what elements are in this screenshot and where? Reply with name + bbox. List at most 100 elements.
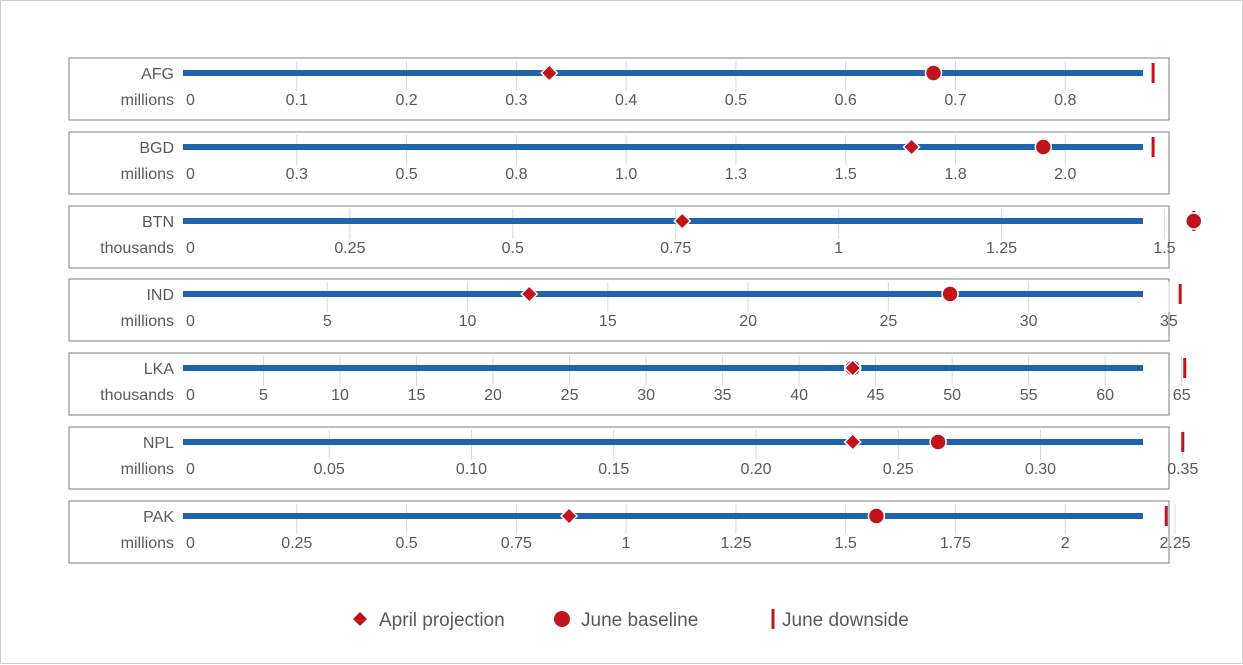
tick-label: 0 bbox=[186, 313, 195, 330]
tick-label: 1.3 bbox=[725, 166, 747, 183]
panel-bgd: 0 0.3 0.5 0.8 1.0 1.3 1.5 1.8 2.0 BGD millions bbox=[69, 132, 1169, 194]
tick-label: 0.05 bbox=[314, 461, 345, 478]
tick-label: 50 bbox=[943, 387, 961, 404]
panel-border bbox=[69, 427, 1169, 489]
june-downside-marker bbox=[1183, 358, 1186, 378]
tick-label: 0.7 bbox=[944, 92, 966, 109]
tick-label: 0.25 bbox=[281, 535, 312, 552]
legend-label: June downside bbox=[782, 610, 909, 631]
april-projection-marker bbox=[561, 508, 577, 524]
legend-label: April projection bbox=[379, 610, 505, 631]
panel-border bbox=[69, 132, 1169, 194]
tick-label: 30 bbox=[637, 387, 655, 404]
tick-label: 0.8 bbox=[1054, 92, 1076, 109]
tick-label: 35 bbox=[714, 387, 732, 404]
tick-label: 10 bbox=[331, 387, 349, 404]
tick-label: 1.5 bbox=[1153, 240, 1175, 257]
unit-label: thousands bbox=[100, 240, 174, 257]
tick-label: 0 bbox=[186, 461, 195, 478]
legend: April projection June baseline June downsi… bbox=[353, 609, 909, 631]
tick-label: 1.75 bbox=[940, 535, 971, 552]
tick-label: 0.30 bbox=[1025, 461, 1056, 478]
country-label: NPL bbox=[143, 435, 174, 452]
june-baseline-marker bbox=[942, 286, 958, 302]
tick-label: 40 bbox=[790, 387, 808, 404]
tick-label: 1.0 bbox=[615, 166, 637, 183]
tick-label: 10 bbox=[459, 313, 477, 330]
tick-label: 0.5 bbox=[725, 92, 747, 109]
panel-pak: 0 0.25 0.5 0.75 1 1.25 1.5 1.75 2 2.25 PAK millions bbox=[69, 501, 1191, 563]
panel-lka: 0 5 10 15 20 25 30 35 40 45 50 55 60 65 LKA thousands bbox=[69, 353, 1191, 415]
tick-label: 0.2 bbox=[395, 92, 417, 109]
tick-label: 25 bbox=[561, 387, 579, 404]
unit-label: millions bbox=[121, 535, 174, 552]
country-label: IND bbox=[146, 287, 174, 304]
tick-label: 5 bbox=[259, 387, 268, 404]
panel-border bbox=[69, 58, 1169, 120]
unit-label: millions bbox=[121, 92, 174, 109]
tick-label: 1 bbox=[622, 535, 631, 552]
panel-ind: 0 5 10 15 20 25 30 35 IND millions bbox=[69, 279, 1182, 341]
tick-label: 0.4 bbox=[615, 92, 637, 109]
tick-label: 2.25 bbox=[1159, 535, 1190, 552]
tick-label: 1.25 bbox=[720, 535, 751, 552]
tick-label: 0 bbox=[186, 166, 195, 183]
unit-label: thousands bbox=[100, 387, 174, 404]
tick-label: 0.35 bbox=[1167, 461, 1198, 478]
tick-label: 1.5 bbox=[835, 166, 857, 183]
tick-label: 1.5 bbox=[835, 535, 857, 552]
country-label: BTN bbox=[142, 214, 174, 231]
tick-label: 65 bbox=[1173, 387, 1191, 404]
tick-label: 60 bbox=[1096, 387, 1114, 404]
tick-label: 0.3 bbox=[286, 166, 308, 183]
panel-border bbox=[69, 279, 1169, 341]
tick-label: 20 bbox=[739, 313, 757, 330]
legend-label: June baseline bbox=[581, 610, 698, 631]
tick-label: 0.6 bbox=[835, 92, 857, 109]
panel-npl: 0 0.05 0.10 0.15 0.20 0.25 0.30 0.35 NPL millions bbox=[69, 427, 1198, 489]
tick-label: 15 bbox=[599, 313, 617, 330]
april-projection-marker bbox=[845, 434, 861, 450]
tick-label: 0.20 bbox=[740, 461, 771, 478]
tick-label: 0.5 bbox=[395, 535, 417, 552]
country-label: AFG bbox=[141, 66, 174, 83]
tick-label: 0.15 bbox=[598, 461, 629, 478]
tick-label: 2.0 bbox=[1054, 166, 1076, 183]
tick-label: 0.10 bbox=[456, 461, 487, 478]
june-baseline-marker bbox=[1186, 213, 1202, 229]
panel-border bbox=[69, 353, 1169, 415]
country-label: PAK bbox=[143, 509, 174, 526]
tick-label: 0.75 bbox=[501, 535, 532, 552]
june-baseline-marker bbox=[868, 508, 884, 524]
june-baseline-marker bbox=[930, 434, 946, 450]
panel-border bbox=[69, 501, 1169, 563]
legend-bar-icon bbox=[772, 609, 775, 629]
panel-afg: 0 0.1 0.2 0.3 0.4 0.5 0.6 0.7 0.8 AFG millions bbox=[69, 58, 1169, 120]
tick-label: 0.8 bbox=[505, 166, 527, 183]
tick-label: 0.5 bbox=[395, 166, 417, 183]
tick-label: 0 bbox=[186, 240, 195, 257]
june-baseline-marker bbox=[1035, 139, 1051, 155]
tick-label: 0 bbox=[186, 387, 195, 404]
tick-label: 0 bbox=[186, 535, 195, 552]
tick-label: 25 bbox=[879, 313, 897, 330]
panel-border bbox=[69, 206, 1169, 268]
tick-label: 1.25 bbox=[986, 240, 1017, 257]
legend-circle-icon bbox=[554, 611, 570, 627]
country-label: BGD bbox=[139, 140, 174, 157]
tick-label: 45 bbox=[867, 387, 885, 404]
june-downside-marker bbox=[1179, 284, 1182, 304]
tick-label: 20 bbox=[484, 387, 502, 404]
tick-label: 0.75 bbox=[660, 240, 691, 257]
country-label: LKA bbox=[144, 361, 175, 378]
tick-label: 35 bbox=[1160, 313, 1178, 330]
april-projection-marker bbox=[521, 286, 537, 302]
june-downside-marker bbox=[1165, 506, 1168, 526]
panel-btn: 0 0.25 0.5 0.75 1 1.25 1.5 BTN thousands bbox=[69, 206, 1202, 268]
tick-label: 30 bbox=[1020, 313, 1038, 330]
june-downside-marker bbox=[1181, 432, 1184, 452]
tick-label: 0.3 bbox=[505, 92, 527, 109]
tick-label: 2 bbox=[1061, 535, 1070, 552]
tick-label: 15 bbox=[408, 387, 426, 404]
tick-label: 0.25 bbox=[883, 461, 914, 478]
